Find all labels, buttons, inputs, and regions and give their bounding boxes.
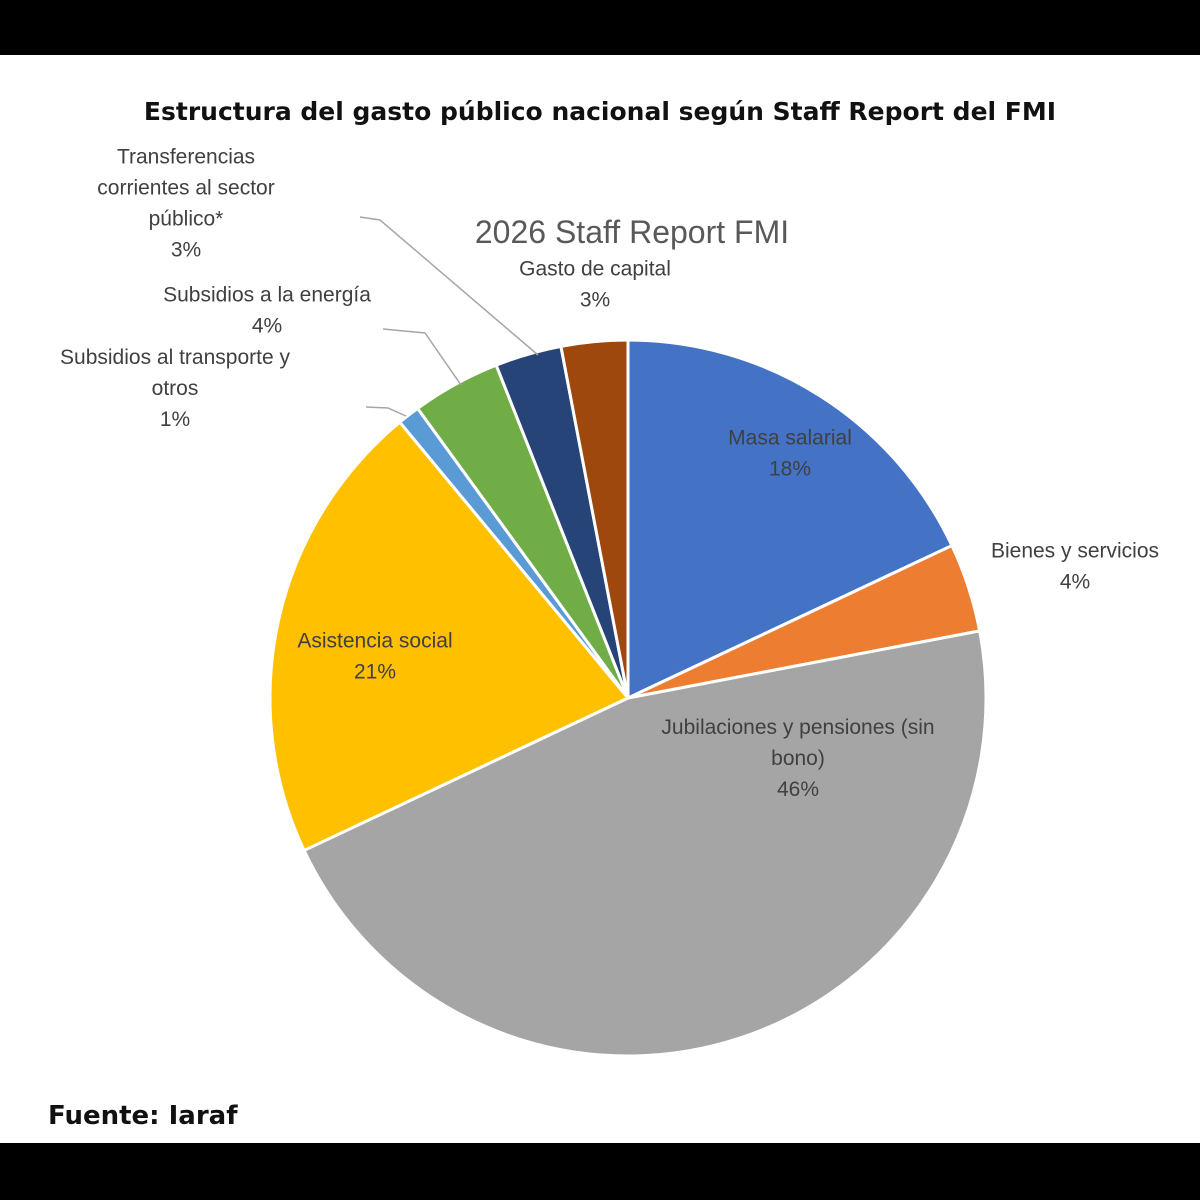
slice-category-label: bono) <box>771 747 825 770</box>
slice-label-2: Bienes y servicios 4% <box>991 540 1159 594</box>
slice-label-7: Transferencias corrientes al sector públic… <box>97 146 274 262</box>
slice-value-label: 3% <box>580 289 610 312</box>
slice-category-label: Subsidios a la energía <box>163 284 371 307</box>
chart-title: 2026 Staff Report FMI <box>475 214 789 250</box>
slice-label-1: Masa salarial 18% <box>728 427 852 481</box>
leader-line-6 <box>382 328 462 386</box>
slice-category-label: otros <box>152 377 199 400</box>
slice-category-label: público* <box>149 208 224 231</box>
slice-category-label: Asistencia social <box>297 630 452 653</box>
slice-value-label: 1% <box>160 408 190 431</box>
pie-slice-3 <box>302 629 988 1058</box>
slice-category-label: Subsidios al transporte y <box>60 346 290 369</box>
slice-category-label: Masa salarial <box>728 427 852 450</box>
slice-value-label: 46% <box>777 778 819 801</box>
slice-value-label: 21% <box>354 661 396 684</box>
pie-chart: 2026 Staff Report FMI Masa salarial 18% Bi… <box>60 146 1159 1058</box>
slice-label-6: Subsidios a la energía 4% <box>163 284 371 338</box>
page-title: Estructura del gasto público nacional se… <box>143 97 1057 126</box>
source-note: Fuente: Iaraf <box>48 1101 238 1131</box>
slice-category-label: Gasto de capital <box>519 258 671 281</box>
leader-line-7 <box>359 216 539 356</box>
slice-label-8: Gasto de capital 3% <box>519 258 671 312</box>
slice-category-label: Jubilaciones y pensiones (sin <box>661 716 934 739</box>
slice-value-label: 3% <box>171 239 201 262</box>
slice-category-label: corrientes al sector <box>97 177 274 200</box>
slice-label-5: Subsidios al transporte y otros 1% <box>60 346 290 431</box>
pie-slice-4 <box>268 420 631 853</box>
leader-line-5 <box>365 406 407 417</box>
slice-category-label: Bienes y servicios <box>991 540 1159 563</box>
slice-label-3: Jubilaciones y pensiones (sin bono) 46% <box>661 716 934 801</box>
slice-value-label: 18% <box>769 458 811 481</box>
pie-slice-1 <box>626 338 954 701</box>
chart-sheet: Estructura del gasto público nacional se… <box>0 55 1200 1143</box>
slice-category-label: Transferencias <box>117 146 255 169</box>
slice-value-label: 4% <box>1060 571 1090 594</box>
pie-slice-8 <box>559 338 630 699</box>
slice-value-label: 4% <box>252 315 282 338</box>
slice-label-4: Asistencia social 21% <box>297 630 452 684</box>
